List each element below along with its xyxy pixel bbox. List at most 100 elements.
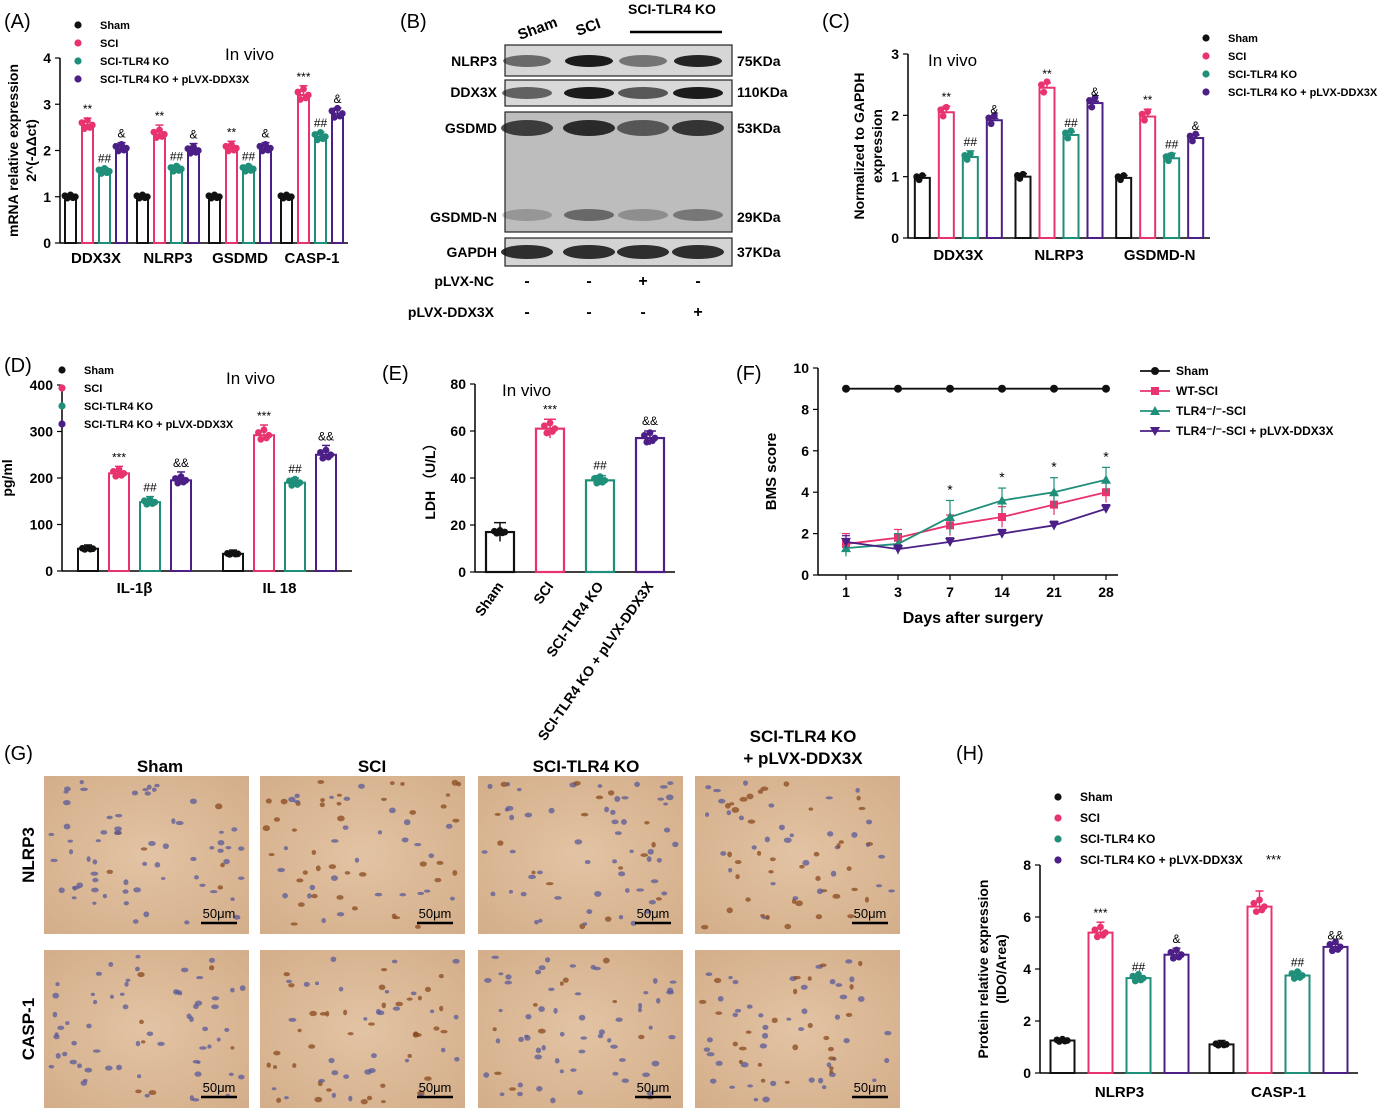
ihc-cell-nucleus (494, 1071, 502, 1076)
chart-a-significance-mark: ** (83, 102, 93, 116)
chart-d-dot (177, 473, 185, 481)
ihc-cell-nucleus (410, 991, 417, 996)
chart-h-legend-extra: *** (1266, 852, 1281, 867)
ihc-cell-nucleus (783, 781, 790, 787)
ihc-cell-nucleus (276, 1097, 282, 1103)
chart-a-legend-label: SCI-TLR4 KO (100, 56, 170, 68)
chart-a-dot (224, 147, 232, 155)
ihc-column-header-3: SCI-TLR4 KO (750, 727, 857, 746)
chart-a-bar (81, 124, 94, 244)
ihc-cell-nucleus (344, 871, 351, 875)
ihc-cell-nucleus (608, 790, 615, 796)
chart-c-dot (1038, 81, 1045, 89)
chart-f-point (1102, 384, 1110, 393)
ihc-cell-nucleus (829, 1066, 834, 1071)
chart-a-dot (97, 170, 105, 177)
ihc-cell-nucleus (738, 815, 745, 821)
ihc-cell-nucleus (217, 885, 224, 890)
ihc-cell-nucleus (500, 781, 508, 787)
ihc-cell-nucleus (162, 843, 169, 850)
ihc-cell-nucleus (865, 819, 873, 825)
chart-f-significance-mark: * (947, 481, 953, 497)
ihc-cell-nucleus (48, 1064, 55, 1069)
ihc-cell-nucleus (729, 1085, 736, 1089)
chart-h-dot (1093, 933, 1101, 941)
chart-a-dot (313, 136, 321, 144)
chart-d-legend-label: SCI-TLR4 KO + pLVX-DDX3X (84, 419, 234, 431)
ihc-cell-nucleus (792, 988, 798, 995)
ihc-cell-nucleus (751, 845, 757, 850)
ihc-cell-nucleus (821, 1085, 827, 1090)
ihc-cell-nucleus (792, 896, 799, 901)
chart-c-dot (1138, 110, 1146, 118)
ihc-cell-nucleus (872, 1078, 877, 1082)
ihc-scale-label: 50μm (203, 1080, 236, 1095)
ihc-cell-nucleus (618, 871, 626, 877)
chart-a-y-tick-label: 3 (43, 96, 51, 112)
ihc-cell-nucleus (440, 804, 447, 809)
chart-c-y-label: Normalized to GAPDH (851, 72, 867, 219)
ihc-cell-nucleus (758, 1013, 764, 1018)
chart-d-significance-mark: && (318, 429, 334, 443)
ihc-cell-nucleus (406, 997, 413, 1001)
ihc-cell-nucleus (612, 1071, 619, 1076)
ihc-cell-nucleus (412, 1031, 419, 1038)
ihc-cell-nucleus (715, 1011, 723, 1015)
ihc-cell-nucleus (189, 798, 197, 805)
chart-h-legend-marker (1054, 835, 1062, 843)
chart-e-dot (541, 422, 548, 430)
chart-a-dot (294, 88, 302, 96)
chart-h-dot (1135, 970, 1142, 978)
ihc-cell-nucleus (440, 1047, 446, 1053)
ihc-cell-nucleus (569, 964, 577, 968)
chart-e-dot (601, 476, 609, 484)
chart-e-dot (651, 434, 659, 442)
chart-h-legend-label: SCI (1080, 811, 1100, 825)
ihc-cell-nucleus (337, 815, 345, 822)
ihc-tissue-image (44, 776, 249, 934)
chart-e-dot (646, 429, 654, 437)
blot-header-ko: SCI-TLR4 KO (628, 1, 716, 17)
ihc-cell-nucleus (217, 848, 224, 853)
chart-f-legend-label: Sham (1176, 364, 1209, 378)
ihc-cell-nucleus (296, 878, 304, 883)
blot-band-gsdmd (617, 120, 669, 136)
chart-a-dot (321, 133, 329, 141)
blot-band-size-nlrp3: 75KDa (737, 53, 781, 69)
ihc-cell-nucleus (770, 1080, 777, 1087)
chart-c-dot (1189, 137, 1196, 145)
ihc-cell-nucleus (318, 1078, 326, 1083)
blot-band-label-gsdmd: GSDMD (445, 120, 497, 136)
ihc-cell-nucleus (315, 865, 321, 872)
ihc-cell-nucleus (612, 999, 618, 1004)
ihc-cell-nucleus (618, 866, 624, 870)
ihc-cell-nucleus (175, 820, 184, 826)
chart-c-dot (1086, 96, 1093, 104)
chart-f-point (894, 384, 902, 393)
ihc-cell-nucleus (347, 1032, 354, 1036)
ihc-cell-nucleus (438, 973, 444, 979)
ihc-cell-nucleus (452, 958, 460, 964)
ihc-cell-nucleus (331, 1070, 339, 1076)
chart-c-dot (942, 103, 950, 111)
chart-a-dot (228, 140, 235, 148)
ihc-cell-nucleus (135, 954, 141, 959)
chart-a-dot (266, 144, 274, 152)
ihc-cell-nucleus (50, 858, 58, 863)
blot-band-size-gsdmd-n: 29KDa (737, 209, 781, 225)
ihc-cell-nucleus (368, 1022, 375, 1026)
chart-d-dot (143, 500, 151, 508)
blot-band-gsdmd (501, 120, 553, 136)
chart-d-dot (317, 449, 324, 456)
ihc-cell-nucleus (672, 841, 679, 848)
ihc-cell-nucleus (392, 1006, 401, 1011)
chart-h-ihc-quant: 0 2 4 6 8 Protein relative expression (IDO/Are… (975, 790, 1358, 1101)
chart-a-bar (314, 135, 327, 244)
ihc-cell-nucleus (439, 1005, 444, 1012)
ihc-cell-nucleus (536, 870, 543, 875)
chart-c-y-label: expression (869, 109, 885, 183)
ihc-cell-nucleus (282, 893, 288, 899)
ihc-tissue-image (260, 950, 465, 1108)
ihc-cell-nucleus (586, 909, 593, 915)
ihc-cell-nucleus (272, 1065, 278, 1069)
